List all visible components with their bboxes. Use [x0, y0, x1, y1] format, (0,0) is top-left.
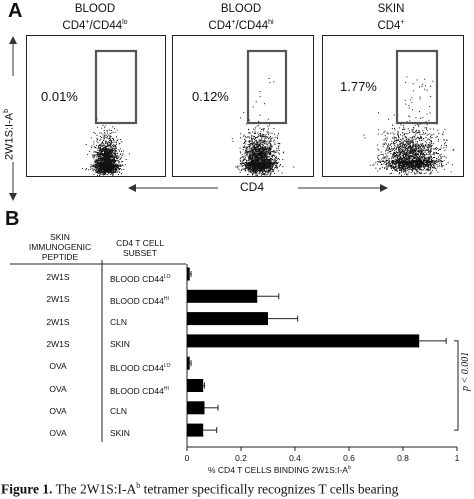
flow-plot-1: [26, 35, 166, 177]
bar: [187, 289, 258, 303]
bar: [187, 312, 268, 326]
col1-header: SKIN IMMUNOGENIC PEPTIDE: [28, 232, 92, 262]
bar: [187, 379, 204, 392]
flow-plot-2: [172, 35, 314, 177]
row-peptide: OVA: [49, 428, 67, 439]
bar: [187, 423, 204, 437]
event-dots: [231, 78, 295, 176]
significance-label: p < 0.001: [460, 351, 471, 391]
row-subset: SKIN: [110, 338, 130, 349]
bar: [187, 401, 205, 415]
row-peptide: 2W1S: [46, 272, 70, 282]
row-subset: CLN: [110, 405, 128, 416]
plot-1-percent: 0.01%: [41, 89, 78, 104]
x-tick-label: 1: [455, 453, 460, 462]
row-subset: BLOOD CD44HI: [110, 385, 169, 396]
plot-title-1-line2: CD4+/CD44lo: [62, 19, 128, 32]
gate-box: [246, 49, 288, 125]
x-tick-label: 0.4: [289, 453, 301, 462]
plot-2-percent: 0.12%: [192, 89, 229, 104]
event-dots: [363, 76, 455, 176]
plot-title-2-line1: BLOOD: [220, 3, 262, 15]
plot-title-3-line2: CD4+: [377, 19, 405, 32]
panel-b-letter: B: [5, 208, 20, 230]
table-lines: [10, 260, 186, 442]
plot-3-percent: 1.77%: [340, 79, 377, 94]
bar-chart: 0 0.2 0.4 0.6 0.8 1: [185, 264, 460, 462]
row-peptide: OVA: [49, 383, 67, 394]
panel-a-x-axis-label: CD4: [240, 180, 265, 194]
col2-header: CD4 T CELL SUBSET: [116, 238, 164, 258]
plot-title-2-line2: CD4+/CD44hi: [208, 19, 274, 32]
row-subset: CLN: [110, 316, 128, 327]
bar-chart-x-label: % CD4 T CELLS BINDING 2W1S:I-Ab: [208, 464, 351, 475]
flow-plot-3: [322, 35, 464, 177]
row-peptide: 2W1S: [46, 316, 70, 327]
plot-title-3: SKIN CD4+: [336, 3, 446, 33]
row-peptide: OVA: [49, 361, 67, 372]
plot-title-2: BLOOD CD4+/CD44hi: [186, 3, 296, 33]
bar: [187, 267, 190, 281]
x-tick-label: 0: [185, 453, 190, 462]
plot-title-1: BLOOD CD4+/CD44lo: [40, 3, 150, 33]
row-peptide: 2W1S: [46, 294, 70, 305]
gate-box: [94, 49, 138, 125]
x-axis-arrow: [128, 184, 388, 192]
row-subset: BLOOD CD44LO: [110, 363, 171, 374]
plot-title-1-line1: BLOOD: [74, 3, 116, 15]
panel-a-letter: A: [8, 0, 23, 22]
bar: [187, 334, 420, 348]
y-axis-arrow: [9, 36, 17, 201]
row-subset: BLOOD CD44HI: [110, 296, 169, 307]
bar: [187, 356, 190, 370]
x-tick-label: 0.2: [235, 453, 247, 462]
significance-bracket: [454, 340, 459, 431]
row-subset: BLOOD CD44LO: [110, 273, 171, 284]
gate-box: [395, 49, 439, 125]
row-peptide: OVA: [49, 405, 67, 416]
figure-caption: Figure 1. The 2W1S:I-Ab tetramer specifi…: [1, 481, 399, 497]
x-tick-label: 0.6: [343, 453, 355, 462]
plot-title-3-line1: SKIN: [377, 3, 405, 15]
row-peptide: 2W1S: [46, 338, 70, 349]
event-dots: [81, 118, 130, 176]
row-subset: SKIN: [110, 428, 130, 439]
x-tick-label: 0.8: [397, 453, 409, 462]
